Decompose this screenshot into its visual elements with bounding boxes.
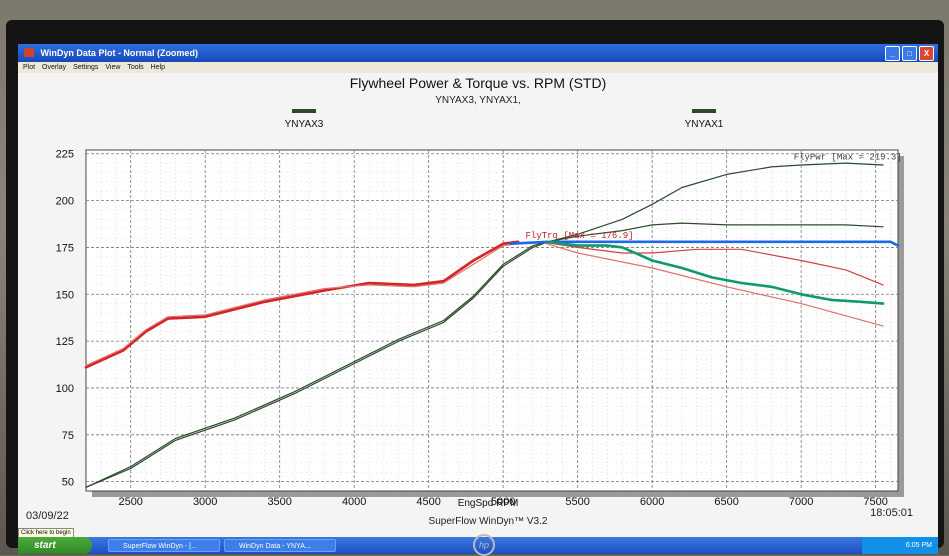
date-label: 03/09/22: [26, 510, 69, 522]
x-tick-label: 3500: [267, 496, 291, 508]
y-tick-label: 100: [56, 383, 74, 395]
chart-title: Flywheel Power & Torque vs. RPM (STD): [350, 75, 606, 91]
time-label: 18:05:01: [870, 507, 913, 519]
x-tick-label: 6500: [714, 496, 738, 508]
series-group: [84, 162, 900, 488]
minimize-button[interactable]: _: [885, 46, 900, 61]
y-tick-label: 225: [56, 149, 74, 161]
x-tick-label: 7000: [789, 496, 813, 508]
legend: YNYAX3 YNYAX1: [285, 109, 724, 130]
menu-settings[interactable]: Settings: [73, 64, 99, 71]
x-tick-label: 7500: [863, 496, 887, 508]
close-button[interactable]: X: [919, 46, 934, 61]
x-tick-label: 4000: [342, 496, 366, 508]
monitor-bezel: WinDyn Data Plot - Normal (Zoomed) _ □ X…: [6, 20, 944, 554]
tray-clock: 6:05 PM: [905, 542, 932, 549]
series-line-6: [546, 240, 885, 305]
system-tray: 6:05 PM: [862, 537, 938, 554]
legend-swatch: [292, 109, 316, 113]
menu-plot[interactable]: Plot: [23, 64, 36, 71]
chart-subtitle: YNYAX3, YNYAX1,: [435, 95, 521, 106]
x-tick-label: 2500: [118, 496, 142, 508]
window-titlebar[interactable]: WinDyn Data Plot - Normal (Zoomed) _ □ X: [18, 44, 938, 62]
y-tick-label: 175: [56, 242, 74, 254]
maximize-button[interactable]: □: [902, 46, 917, 61]
x-tick-label: 6000: [640, 496, 664, 508]
taskbar-item-windyn-data[interactable]: WinDyn Data - YNYA...: [224, 539, 336, 552]
x-tick-label: 5000: [491, 496, 515, 508]
menubar: Plot Overlay Settings View Tools Help: [18, 62, 938, 73]
legend-label: YNYAX3: [285, 119, 324, 130]
window-title: WinDyn Data Plot - Normal (Zoomed): [40, 48, 198, 58]
y-tick-label: 50: [62, 477, 74, 489]
series-line-0: [85, 162, 884, 488]
y-tick-label: 75: [62, 430, 74, 442]
x-tick-label: 3000: [193, 496, 217, 508]
x-tick-label: 4500: [416, 496, 440, 508]
series-line-3: [85, 241, 884, 367]
y-tick-label: 150: [56, 289, 74, 301]
x-tick-label: 5500: [565, 496, 589, 508]
series-line-4: [539, 241, 884, 286]
hp-logo-icon: hp: [473, 534, 495, 556]
menu-tools[interactable]: Tools: [127, 64, 144, 71]
annotation-label-1: FlyTrq [Max = 176.9]: [526, 231, 634, 241]
menu-view[interactable]: View: [105, 64, 121, 71]
screen: WinDyn Data Plot - Normal (Zoomed) _ □ X…: [18, 44, 938, 554]
series-line-5: [509, 240, 900, 247]
grid: [86, 150, 898, 491]
legend-label: YNYAX1: [685, 119, 724, 130]
series-line-1: [85, 222, 884, 488]
y-tick-label: 125: [56, 336, 74, 348]
dyno-chart: Flywheel Power & Torque vs. RPM (STD) YN…: [18, 73, 938, 528]
app-icon: [24, 48, 34, 57]
x-axis-label: EngSpd RPM: [458, 498, 519, 509]
taskbar-item-superflow[interactable]: SuperFlow WinDyn - [...: [108, 539, 220, 552]
y-tick-label: 200: [56, 196, 74, 208]
plot-area: [85, 149, 899, 492]
product-label: SuperFlow WinDyn™ V3.2: [429, 516, 548, 527]
series-line-2: [84, 240, 520, 369]
annotation-label-0: FlyPwr [Max = 219.3]: [794, 152, 902, 162]
menu-help[interactable]: Help: [150, 64, 166, 71]
legend-swatch: [692, 109, 716, 113]
menu-overlay[interactable]: Overlay: [42, 64, 67, 71]
window-controls: _ □ X: [885, 46, 934, 61]
axis-ticks: 2500 3000 3500 4000 4500 5000 5500 6000 6500 7000…: [56, 149, 888, 508]
annotations: FlyPwr [Max = 219.3] FlyTrq [Max = 176.9]: [526, 152, 902, 241]
start-button[interactable]: start: [18, 537, 92, 554]
